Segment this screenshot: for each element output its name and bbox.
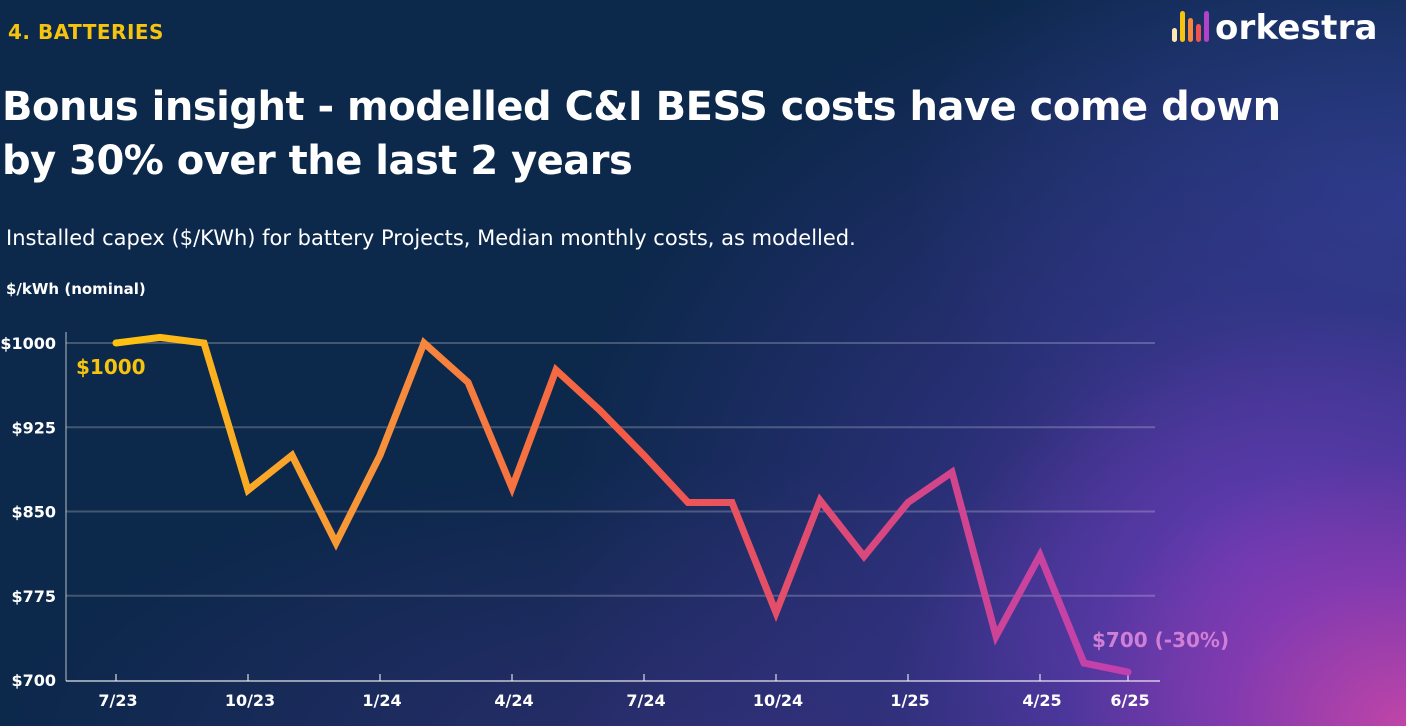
x-tick-label: 1/24	[362, 691, 401, 710]
data-point-2-25	[949, 469, 956, 476]
data-point-12-24	[861, 553, 868, 560]
data-point-3-25	[993, 633, 1000, 640]
data-point-6-25	[1125, 669, 1132, 676]
data-point-10-23	[245, 487, 252, 494]
data-point-8-24	[685, 499, 692, 506]
data-point-3-24	[465, 379, 472, 386]
section-label: 4. BATTERIES	[8, 20, 164, 44]
y-tick-label: $775	[11, 587, 56, 606]
y-tick-label: $700	[11, 671, 56, 690]
data-point-7-24	[641, 452, 648, 459]
series-line-capex	[112, 333, 1132, 676]
data-point-8-23	[157, 334, 164, 341]
y-axis-label: $/kWh (nominal)	[6, 280, 146, 298]
x-tick-label: 6/25	[1110, 691, 1149, 710]
data-points	[113, 334, 1132, 676]
logo-bar	[1204, 11, 1209, 42]
data-point-11-24	[817, 497, 824, 504]
x-tick-label: 1/25	[890, 691, 929, 710]
y-axis-ticks: $700 $775 $850 $925 $1000	[0, 334, 56, 690]
data-point-9-23	[201, 340, 208, 347]
data-point-11-23	[289, 452, 296, 459]
x-tick-label: 10/24	[753, 691, 803, 710]
data-point-2-24	[421, 340, 428, 347]
logo-text: orkestra	[1215, 8, 1378, 48]
data-point-5-24	[553, 366, 560, 373]
x-tick-label: 10/23	[225, 691, 275, 710]
logo-bar	[1180, 11, 1185, 42]
x-tick-label: 7/23	[98, 691, 137, 710]
data-point-10-24	[773, 609, 780, 616]
chart-subtitle: Installed capex ($/KWh) for battery Proj…	[6, 226, 856, 250]
y-tick-label: $925	[11, 418, 56, 437]
logo-bar	[1188, 18, 1193, 42]
x-tick-label: 7/24	[626, 691, 665, 710]
logo-bars-icon	[1172, 11, 1209, 42]
data-point-5-25	[1081, 660, 1088, 667]
data-point-1-24	[377, 452, 384, 459]
y-tick-label: $1000	[0, 334, 56, 353]
page-title: Bonus insight - modelled C&I BESS costs …	[2, 84, 1281, 184]
logo-bar	[1172, 28, 1177, 42]
orkestra-logo: orkestra	[1172, 10, 1378, 46]
data-point-7-23	[113, 340, 120, 347]
data-point-9-24	[729, 499, 736, 506]
gridlines	[66, 342, 1155, 597]
logo-bar	[1196, 24, 1201, 42]
y-tick-label: $850	[11, 503, 56, 522]
annotation-end-value: $700 (-30%)	[1092, 628, 1229, 652]
data-point-1-25	[905, 499, 912, 506]
data-point-4-24	[509, 484, 516, 491]
data-point-12-23	[333, 539, 340, 546]
data-point-6-24	[597, 407, 604, 414]
x-tick-label: 4/24	[494, 691, 533, 710]
annotation-start-value: $1000	[76, 355, 146, 379]
x-axis-ticks: 7/23 10/23 1/24 4/24 7/24 10/24 1/25 4/25 6/25	[98, 674, 1150, 710]
data-point-4-25	[1037, 552, 1044, 559]
x-tick-label: 4/25	[1022, 691, 1061, 710]
